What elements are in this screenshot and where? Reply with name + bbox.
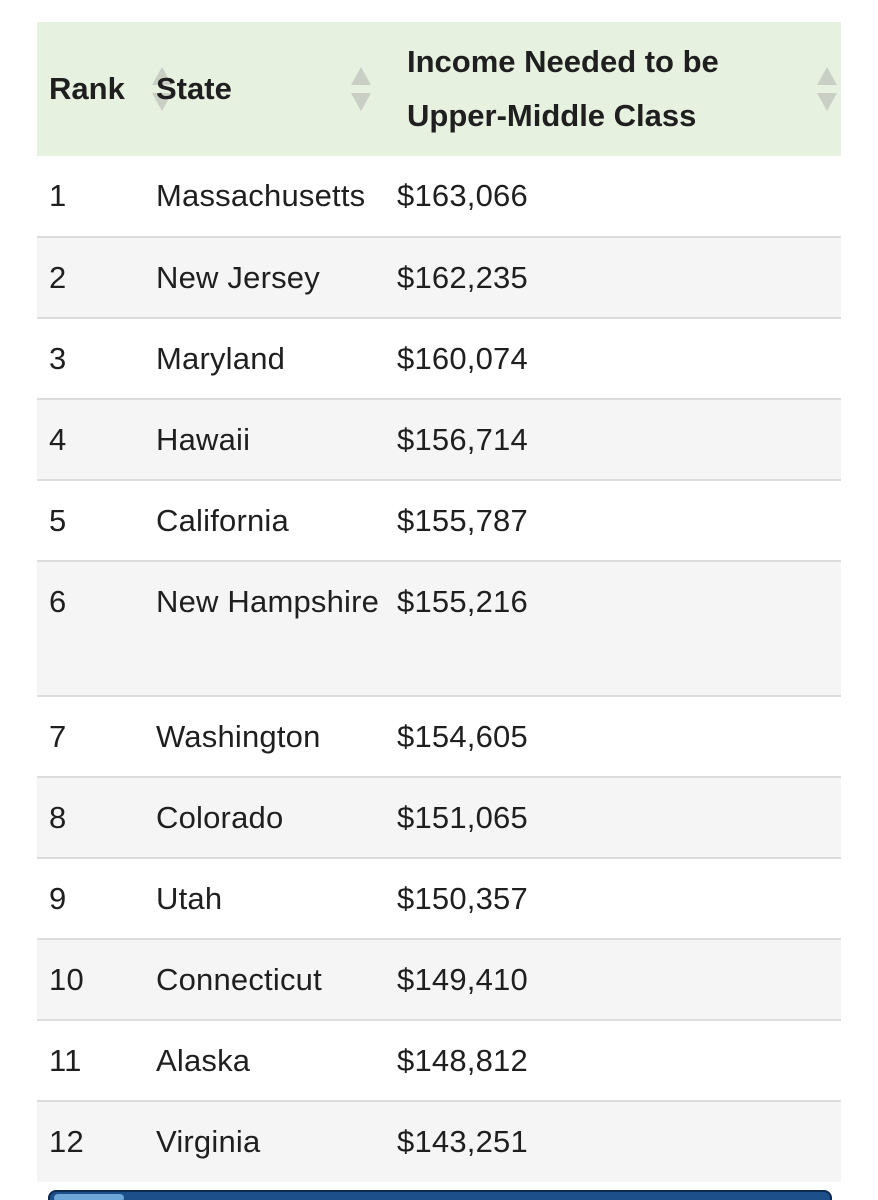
- rank-cell: 12: [49, 1124, 84, 1159]
- state-cell: Hawaii: [156, 422, 251, 457]
- column-header-state[interactable]: State: [155, 22, 396, 156]
- income-cell: $149,410: [397, 962, 528, 997]
- state-cell: New Jersey: [156, 260, 320, 295]
- banner-accent: [54, 1194, 124, 1200]
- rank-cell: 9: [49, 881, 67, 916]
- ranking-table: Rank State Income Needed to be Upper-Mid…: [37, 22, 841, 1182]
- table-row: 12 Virginia $143,251: [37, 1101, 841, 1182]
- rank-cell: 3: [49, 341, 67, 376]
- state-cell: Washington: [156, 719, 321, 754]
- table-body: 1 Massachusetts $163,066 2 New Jersey $1…: [37, 156, 841, 1182]
- income-cell: $162,235: [397, 260, 528, 295]
- table-header: Rank State Income Needed to be Upper-Mid…: [37, 22, 841, 156]
- income-cell: $163,066: [397, 178, 528, 213]
- sort-icon[interactable]: [817, 65, 837, 113]
- state-cell: Virginia: [156, 1124, 261, 1159]
- state-cell: Connecticut: [156, 962, 322, 997]
- income-cell: $150,357: [397, 881, 528, 916]
- table-row: 11 Alaska $148,812: [37, 1020, 841, 1101]
- sort-icon[interactable]: [351, 65, 371, 113]
- income-cell: $160,074: [397, 341, 528, 376]
- income-cell: $143,251: [397, 1124, 528, 1159]
- income-cell: $148,812: [397, 1043, 528, 1078]
- state-cell: Colorado: [156, 800, 284, 835]
- income-cell: $156,714: [397, 422, 528, 457]
- column-header-income-label: Income Needed to be Upper-Middle Class: [407, 44, 719, 133]
- rank-cell: 7: [49, 719, 67, 754]
- income-cell: $151,065: [397, 800, 528, 835]
- table-row: 5 California $155,787: [37, 480, 841, 561]
- rank-cell: 10: [49, 962, 84, 997]
- table-row: 7 Washington $154,605: [37, 696, 841, 777]
- table-row: 4 Hawaii $156,714: [37, 399, 841, 480]
- column-header-state-label: State: [156, 71, 232, 106]
- state-cell: Massachusetts: [156, 178, 366, 213]
- table-row: 1 Massachusetts $163,066: [37, 156, 841, 237]
- header-row: Rank State Income Needed to be Upper-Mid…: [37, 22, 841, 156]
- income-cell: $154,605: [397, 719, 528, 754]
- rank-cell: 4: [49, 422, 67, 457]
- rank-cell: 11: [49, 1043, 82, 1078]
- state-cell: Alaska: [156, 1043, 251, 1078]
- rank-cell: 1: [49, 178, 67, 213]
- income-cell: $155,787: [397, 503, 528, 538]
- column-header-income[interactable]: Income Needed to be Upper-Middle Class: [396, 22, 841, 156]
- state-cell: California: [156, 503, 289, 538]
- table-row: 8 Colorado $151,065: [37, 777, 841, 858]
- rank-cell: 8: [49, 800, 67, 835]
- sort-icon[interactable]: [152, 65, 172, 113]
- table-row: 10 Connecticut $149,410: [37, 939, 841, 1020]
- rank-cell: 2: [49, 260, 67, 295]
- state-cell: Utah: [156, 881, 223, 916]
- column-header-rank-label: Rank: [49, 71, 125, 106]
- table-row: 6 New Hampshire $155,216: [37, 561, 841, 696]
- table-row: 2 New Jersey $162,235: [37, 237, 841, 318]
- income-cell: $155,216: [397, 584, 528, 619]
- column-header-rank[interactable]: Rank: [37, 22, 172, 156]
- bottom-banner-edge[interactable]: [48, 1190, 832, 1200]
- rank-cell: 5: [49, 503, 67, 538]
- state-cell: Maryland: [156, 341, 286, 376]
- table-row: 9 Utah $150,357: [37, 858, 841, 939]
- rank-cell: 6: [49, 584, 67, 619]
- table-row: 3 Maryland $160,074: [37, 318, 841, 399]
- state-cell: New Hampshire: [156, 584, 380, 619]
